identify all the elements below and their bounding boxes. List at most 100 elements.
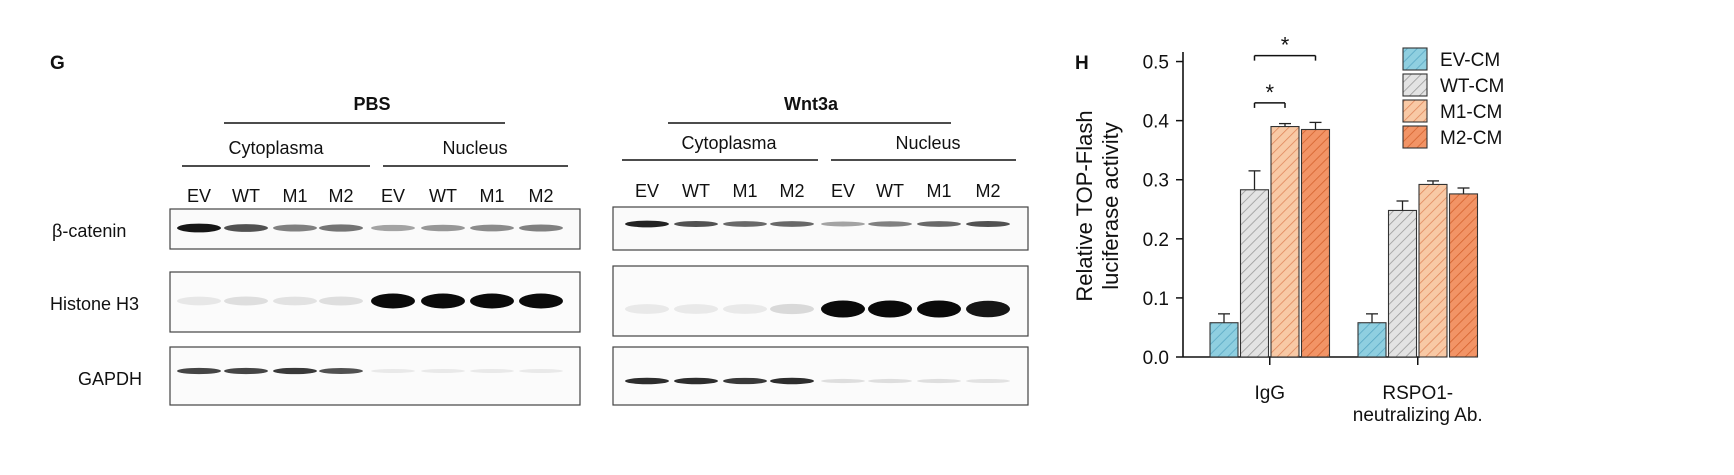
- band-pbs-beta-catenin-7: [519, 224, 563, 232]
- band-wnt3a-gapdh-4: [821, 378, 865, 384]
- band-wnt3a-histone-h3-5: [868, 300, 912, 318]
- fraction-pbs-nucleus: Nucleus: [442, 138, 507, 158]
- category-label-0-line-0: IgG: [1254, 383, 1285, 404]
- blot-bands: [177, 220, 1010, 385]
- band-wnt3a-gapdh-7: [966, 378, 1010, 384]
- band-pbs-gapdh-6: [470, 368, 514, 374]
- band-wnt3a-histone-h3-0: [625, 304, 669, 314]
- lane-label-pbs-7: M2: [528, 186, 553, 206]
- blot-pbs-gapdh: [169, 346, 581, 406]
- row-label-histone-h3: Histone H3: [50, 294, 139, 314]
- band-pbs-beta-catenin-1: [224, 224, 268, 232]
- bar-wt-cm-1: [1387, 209, 1418, 358]
- lane-label-wnt3a-5: WT: [876, 181, 904, 201]
- band-wnt3a-beta-catenin-4: [821, 221, 865, 227]
- band-pbs-histone-h3-5: [421, 293, 465, 309]
- band-wnt3a-gapdh-6: [917, 378, 961, 384]
- lane-label-wnt3a-1: WT: [682, 181, 710, 201]
- band-pbs-histone-h3-4: [371, 293, 415, 309]
- band-wnt3a-beta-catenin-3: [770, 221, 814, 227]
- band-pbs-histone-h3-2: [273, 296, 317, 306]
- y-axis-label-line-2: luciferase activity: [1098, 122, 1123, 290]
- row-label-beta-catenin: β-catenin: [52, 221, 126, 241]
- band-pbs-histone-h3-1: [224, 296, 268, 306]
- lane-label-pbs-5: WT: [429, 186, 457, 206]
- band-wnt3a-histone-h3-2: [723, 304, 767, 314]
- band-wnt3a-histone-h3-3: [770, 303, 814, 315]
- y-tick-label-4: 0.4: [1143, 112, 1170, 133]
- significance-star-1: *: [1281, 33, 1290, 58]
- bar-ev-cm-0: [1209, 322, 1239, 358]
- treatment-wnt3a: Wnt3a: [784, 94, 839, 114]
- band-pbs-histone-h3-3: [319, 296, 363, 306]
- band-pbs-histone-h3-7: [519, 293, 563, 309]
- panel-g-letter: G: [50, 53, 65, 74]
- lane-label-wnt3a-2: M1: [732, 181, 757, 201]
- bars: [1209, 121, 1479, 358]
- band-wnt3a-histone-h3-1: [674, 304, 718, 314]
- band-wnt3a-beta-catenin-7: [966, 220, 1010, 228]
- band-wnt3a-gapdh-3: [770, 377, 814, 385]
- blot-wnt3a-gapdh: [612, 346, 1029, 406]
- band-pbs-gapdh-7: [519, 368, 563, 374]
- bar-wt-cm-0: [1239, 189, 1270, 358]
- panel-g: G β-catenin Histone H3 GAPDH PBS Cytopla…: [50, 53, 1029, 406]
- lane-label-wnt3a-4: EV: [831, 181, 855, 201]
- band-pbs-gapdh-2: [273, 367, 317, 375]
- lane-label-wnt3a-6: M1: [926, 181, 951, 201]
- lane-label-wnt3a-0: EV: [635, 181, 659, 201]
- bar-ev-cm-1: [1357, 322, 1387, 358]
- bar-m1-cm-0: [1270, 125, 1300, 358]
- band-pbs-beta-catenin-2: [273, 224, 317, 232]
- significance-annotations: **: [1253, 33, 1317, 108]
- band-pbs-beta-catenin-0: [177, 223, 221, 233]
- band-wnt3a-beta-catenin-0: [625, 220, 669, 228]
- legend-label-ev-cm: EV-CM: [1440, 50, 1500, 71]
- band-pbs-gapdh-4: [371, 368, 415, 374]
- fraction-pbs-cytoplasma: Cytoplasma: [228, 138, 324, 158]
- lane-label-wnt3a-3: M2: [779, 181, 804, 201]
- band-wnt3a-gapdh-0: [625, 377, 669, 385]
- lane-labels-pbs: EV WT M1 M2 EV WT M1 M2: [187, 186, 554, 206]
- band-wnt3a-histone-h3-7: [966, 300, 1010, 318]
- x-ticks: IgG RSPO1-neutralizing Ab.: [1254, 357, 1483, 426]
- legend-swatch-m1-cm: [1402, 99, 1428, 123]
- legend-swatch-m2-cm: [1402, 125, 1428, 149]
- y-tick-label-5: 0.5: [1143, 53, 1169, 74]
- band-pbs-beta-catenin-4: [371, 224, 415, 232]
- treatment-pbs: PBS: [353, 94, 390, 114]
- band-wnt3a-beta-catenin-6: [917, 221, 961, 227]
- lane-labels-wnt3a: EV WT M1 M2 EV WT M1 M2: [635, 181, 1001, 201]
- legend-label-m1-cm: M1-CM: [1440, 102, 1502, 123]
- legend-swatch-ev-cm: [1402, 47, 1428, 71]
- panel-h-letter: H: [1075, 53, 1089, 74]
- band-pbs-beta-catenin-6: [470, 224, 514, 232]
- band-pbs-histone-h3-0: [177, 296, 221, 306]
- significance-star-0: *: [1265, 80, 1274, 105]
- band-wnt3a-histone-h3-6: [917, 300, 961, 318]
- legend-label-m2-cm: M2-CM: [1440, 128, 1502, 149]
- blot-wnt3a-beta-catenin: [612, 206, 1029, 251]
- legend: EV-CM WT-CM M1-CM M2-CM: [1402, 47, 1504, 149]
- y-tick-label-3: 0.3: [1143, 171, 1169, 192]
- band-wnt3a-gapdh-1: [674, 377, 718, 385]
- y-tick-label-1: 0.1: [1143, 289, 1169, 310]
- band-wnt3a-beta-catenin-5: [868, 221, 912, 227]
- band-pbs-gapdh-0: [177, 367, 221, 375]
- lane-label-pbs-1: WT: [232, 186, 260, 206]
- band-wnt3a-gapdh-5: [868, 378, 912, 384]
- bar-m2-cm-0: [1300, 128, 1331, 358]
- band-pbs-gapdh-3: [319, 367, 363, 375]
- category-label-1-line-1: neutralizing Ab.: [1353, 405, 1483, 426]
- fraction-wnt3a-cytoplasma: Cytoplasma: [681, 133, 777, 153]
- category-label-1-line-0: RSPO1-: [1382, 383, 1453, 404]
- lane-label-pbs-0: EV: [187, 186, 211, 206]
- y-axis-label-line-1: Relative TOP-Flash: [1072, 110, 1097, 301]
- lane-label-pbs-6: M1: [479, 186, 504, 206]
- lane-label-pbs-2: M1: [282, 186, 307, 206]
- fraction-wnt3a-nucleus: Nucleus: [895, 133, 960, 153]
- panel-h: H Relative TOP-Flash luciferase activity…: [1072, 33, 1504, 426]
- blot-wnt3a-histone-h3: [612, 265, 1029, 337]
- bar-m1-cm-1: [1418, 183, 1448, 358]
